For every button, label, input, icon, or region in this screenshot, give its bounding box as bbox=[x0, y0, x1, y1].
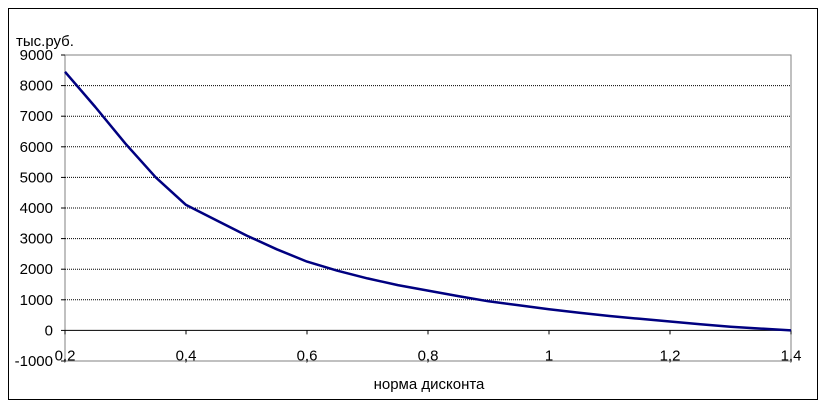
y-tick-label: 4000 bbox=[20, 200, 53, 217]
x-tick-label: 0,2 bbox=[55, 347, 76, 364]
y-tick-label: 7000 bbox=[20, 108, 53, 125]
y-tick-label: 8000 bbox=[20, 78, 53, 95]
x-tick-label: 0,8 bbox=[418, 347, 439, 364]
y-tick-label: 1000 bbox=[20, 292, 53, 309]
series-line bbox=[64, 70, 792, 332]
y-tick-label: -1000 bbox=[15, 353, 53, 370]
y-tick-label: 3000 bbox=[20, 231, 53, 248]
y-axis-title: тыс.руб. bbox=[16, 33, 74, 50]
y-tick-label: 9000 bbox=[20, 47, 53, 64]
x-tick-label: 0,6 bbox=[297, 347, 318, 364]
grid-lines bbox=[65, 85, 791, 301]
y-tick-label: 5000 bbox=[20, 169, 53, 186]
y-tick-label: 6000 bbox=[20, 139, 53, 156]
x-tick-label: 0,4 bbox=[176, 347, 197, 364]
x-axis-title: норма дисконта bbox=[374, 376, 485, 393]
y-tick-label: 2000 bbox=[20, 261, 53, 278]
x-tick-label: 1 bbox=[545, 347, 553, 364]
y-tick-label: 0 bbox=[45, 322, 53, 339]
x-tick-label: 1,4 bbox=[781, 347, 802, 364]
x-tick-label: 1,2 bbox=[660, 347, 681, 364]
y-axis-ticks: -1000 0 1000 2000 3000 4000 5000 6000 7000 8000 90… bbox=[15, 47, 65, 370]
x-axis-ticks: 0,2 0,4 0,6 0,8 1 1,2 1,4 bbox=[55, 330, 802, 364]
